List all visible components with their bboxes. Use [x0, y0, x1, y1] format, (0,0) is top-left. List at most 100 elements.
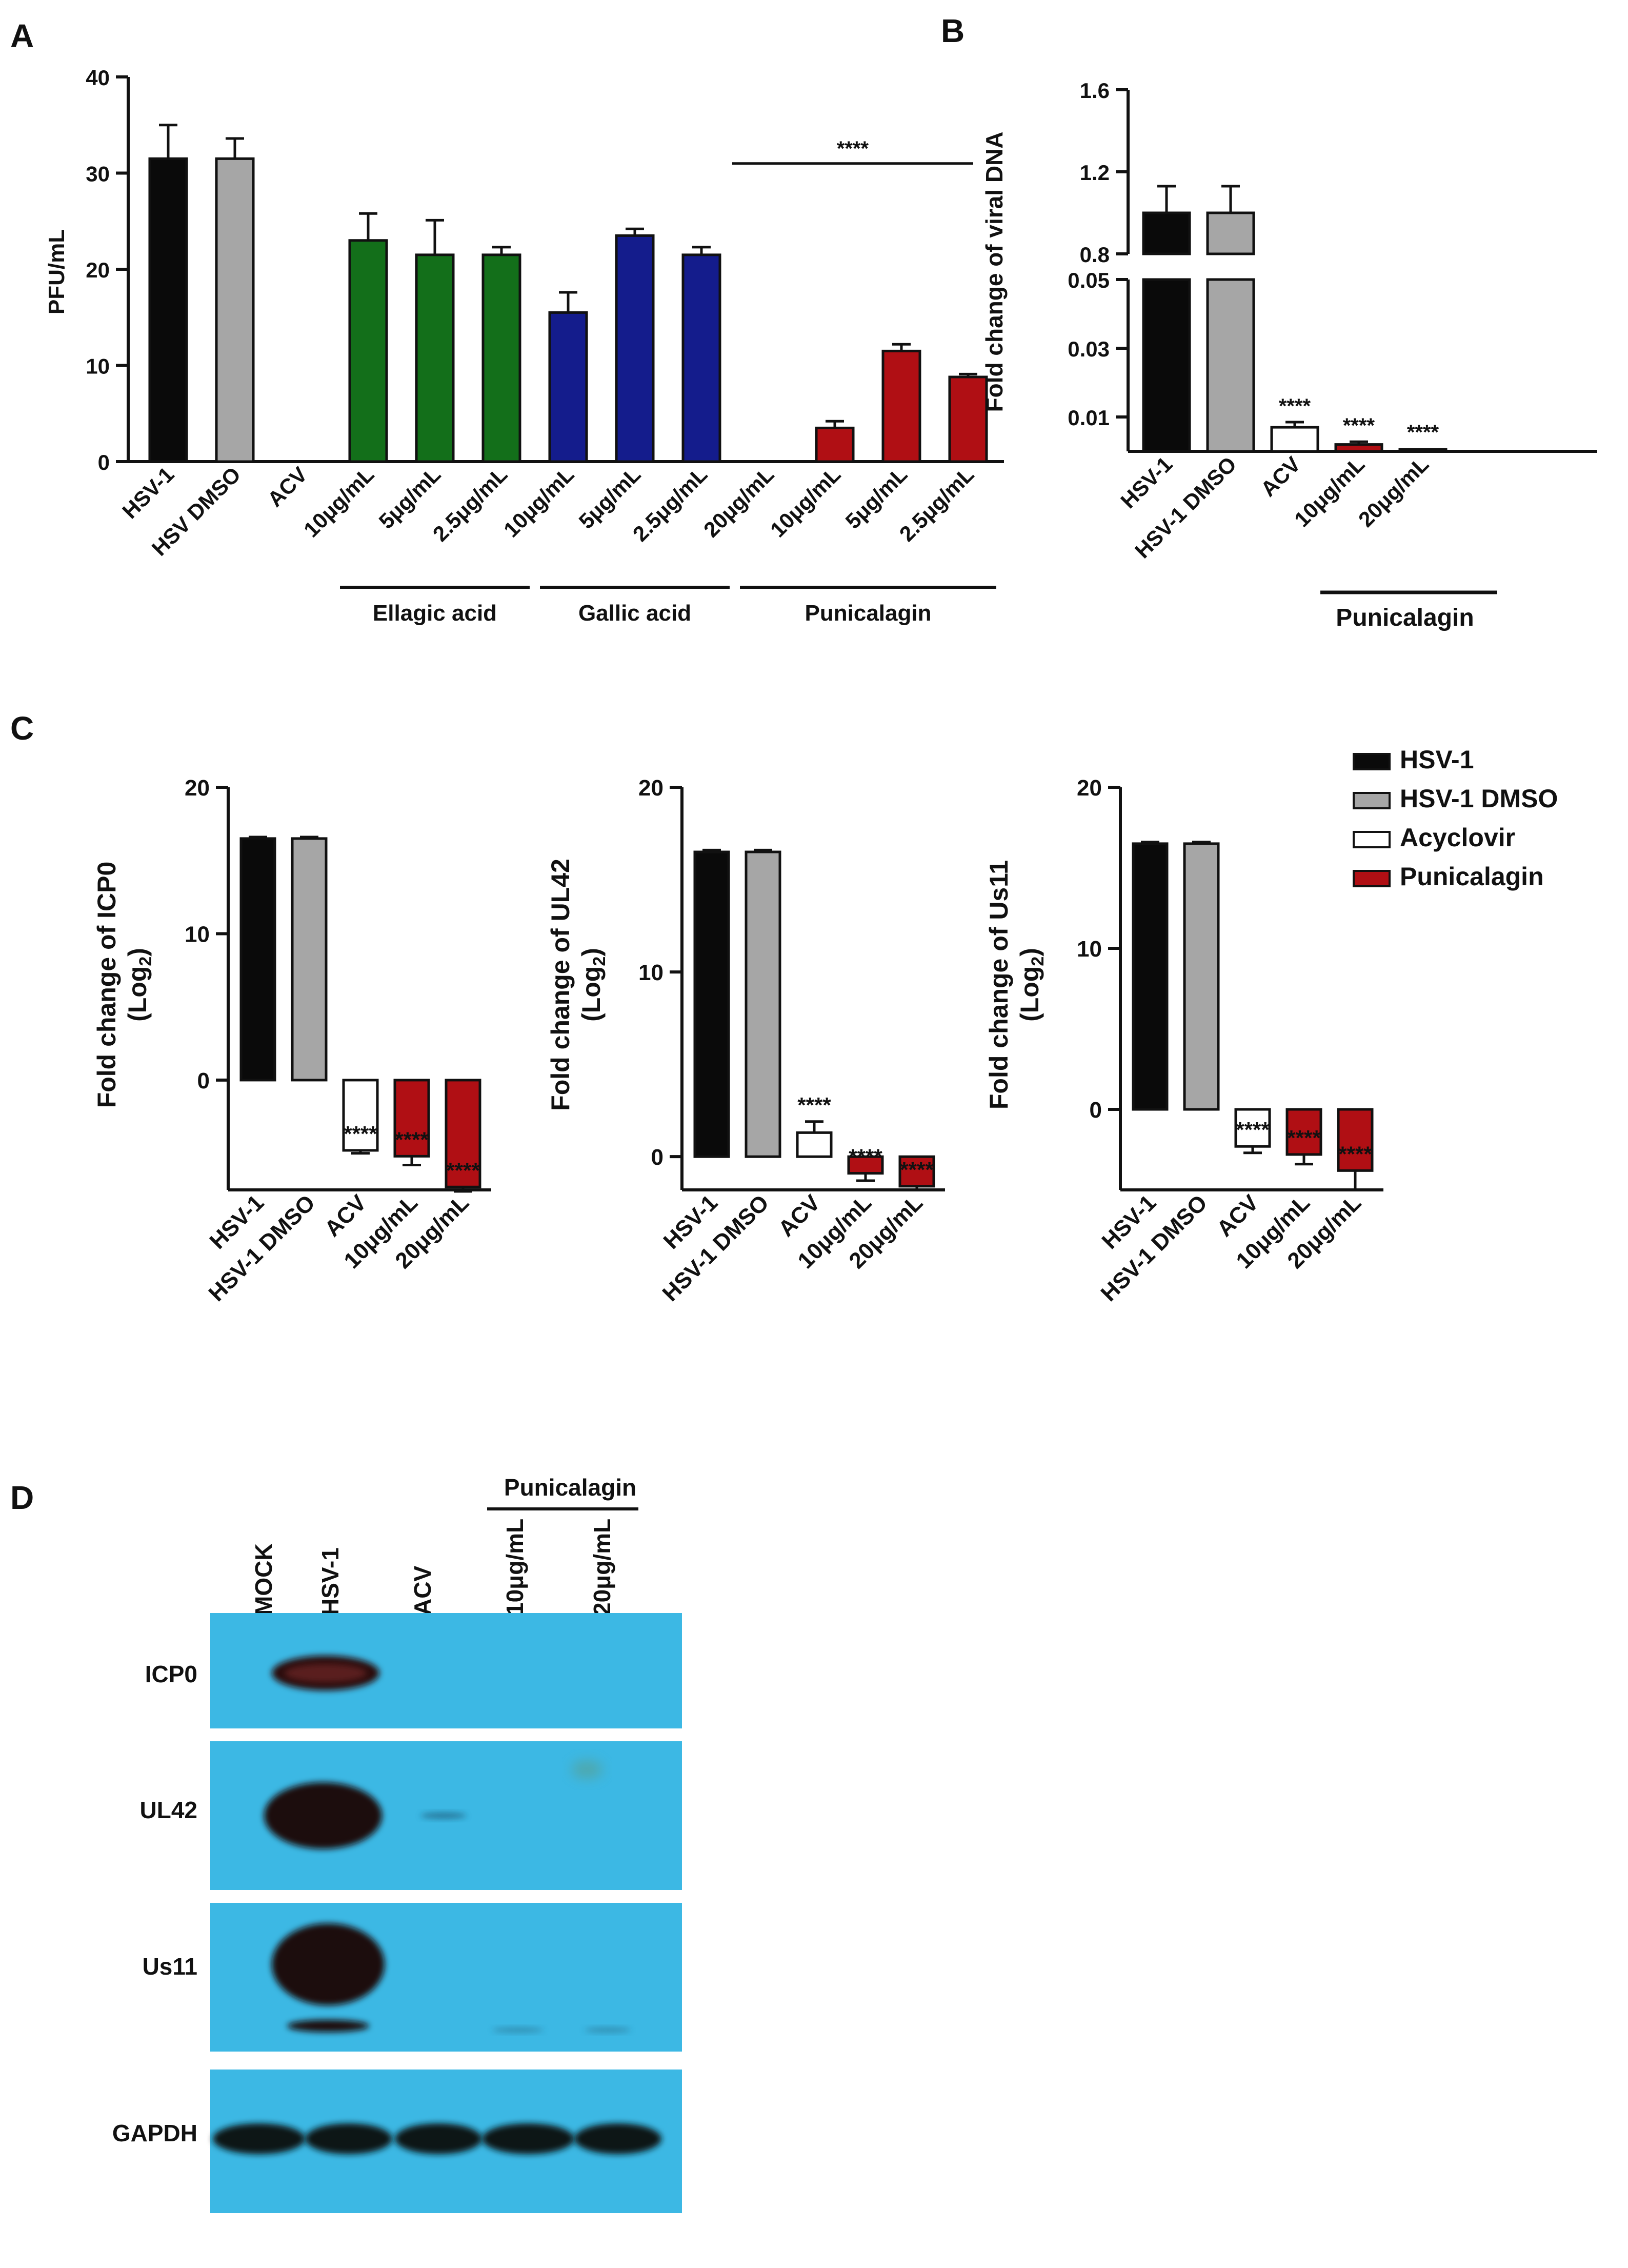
y-tick-label: 40 [86, 66, 110, 90]
y-axis-label-unit: (Log2) [1015, 948, 1048, 1022]
significance-mark: **** [797, 1093, 831, 1117]
y-tick-label: 20 [1077, 775, 1102, 801]
y-axis-label: Fold change of viral DNA [981, 132, 1008, 412]
blot-band-gapdh-hsv1 [305, 2123, 392, 2154]
blot-row-label-icp0: ICP0 [145, 1661, 197, 1687]
bar [215, 157, 255, 463]
bar [1270, 426, 1319, 453]
bar [548, 311, 588, 463]
bar [239, 837, 276, 1082]
bar [481, 253, 521, 463]
y-tick-label: 0 [1090, 1098, 1102, 1123]
y-tick-label: 0 [651, 1145, 664, 1170]
blot-band-gapdh-mock [213, 2123, 305, 2154]
y-axis-label-unit: (Log2) [123, 948, 155, 1022]
y-tick-label: 30 [86, 162, 110, 186]
group-label: Punicalagin [805, 601, 932, 626]
legend-label-hsv1-dmso: HSV-1 DMSO [1400, 784, 1558, 813]
bar [342, 1079, 379, 1152]
significance-mark: **** [1407, 421, 1439, 444]
group-label: Ellagic acid [373, 601, 497, 626]
y-tick-label: 20 [638, 775, 664, 801]
blot-band-ul42-20 [572, 1760, 602, 1779]
legend-swatch-acyclovir [1353, 831, 1391, 848]
blot-band-ul42-hsv1 [264, 1782, 382, 1849]
blot-band-gapdh-acv [395, 2123, 482, 2154]
y-tick-label: 0.05 [1068, 268, 1110, 292]
legend: HSV-1 HSV-1 DMSO Acyclovir Punicalagin [1353, 745, 1558, 891]
y-tick-label: 20 [185, 775, 210, 801]
bar [815, 426, 855, 463]
bar-lower [1206, 278, 1255, 453]
blot-row-label-us11: Us11 [143, 1953, 197, 1980]
blot-band-ul42-acv [420, 1813, 467, 1819]
bar [1337, 1108, 1374, 1172]
bar [615, 234, 655, 463]
blot-lane-label-20: 20μg/mL [589, 1519, 615, 1616]
bar-upper [1142, 211, 1191, 255]
significance-mark: **** [1338, 1142, 1372, 1166]
y-tick-label: 0.01 [1068, 406, 1110, 430]
bar [445, 1079, 481, 1188]
bar [693, 850, 730, 1158]
blot-lane-label-hsv1: HSV-1 [317, 1547, 344, 1616]
blot-row-label-gapdh: GAPDH [112, 2120, 197, 2146]
y-tick-label: 10 [638, 960, 664, 985]
legend-label-punicalagin: Punicalagin [1400, 862, 1544, 891]
legend-swatch-punicalagin [1353, 870, 1391, 887]
bar [796, 1131, 833, 1158]
blot-band-us11-hsv1 [272, 1923, 385, 2005]
significance-mark: **** [1343, 414, 1375, 437]
y-tick-label: 1.2 [1080, 161, 1110, 185]
bar-upper [1206, 211, 1255, 255]
y-tick-label: 0.03 [1068, 337, 1110, 361]
significance-mark: **** [900, 1158, 934, 1182]
x-tick-label: 10μg/mL [766, 462, 845, 542]
blot-band-us11-10 [492, 2027, 544, 2033]
bar [898, 1155, 935, 1188]
blot-lane-label-acv: ACV [409, 1566, 436, 1616]
blot-lane-label-mock: MOCK [250, 1543, 277, 1616]
legend-label-acyclovir: Acyclovir [1400, 823, 1515, 852]
significance-mark: **** [344, 1122, 377, 1146]
bar [1398, 448, 1448, 453]
y-tick-label: 0 [98, 450, 110, 474]
x-tick-label: 10μg/mL [499, 462, 578, 542]
y-tick-label: 1.6 [1080, 78, 1110, 103]
y-tick-label: 10 [1077, 937, 1102, 962]
significance-mark: **** [446, 1158, 480, 1182]
blot-group-label: Punicalagin [504, 1474, 636, 1501]
bar [745, 850, 781, 1158]
x-tick-label: 10μg/mL [1290, 452, 1369, 531]
bar [948, 375, 988, 463]
y-tick-label: 0 [197, 1068, 210, 1093]
panel-label-d: D [10, 1479, 34, 1516]
y-axis-label: Fold change of ICP0 [92, 862, 121, 1108]
blot-band-icp0-hsv1-core [285, 1664, 367, 1682]
blot-band-us11-20 [585, 2027, 631, 2033]
group-label: Gallic acid [578, 601, 691, 626]
western-blot: Punicalagin MOCK HSV-1 ACV 10μg/mL 20μg/… [112, 1474, 682, 2213]
y-tick-label: 10 [185, 922, 210, 947]
bar [1132, 842, 1169, 1111]
x-tick-label: 20μg/mL [699, 462, 778, 542]
panel-label-b: B [941, 12, 964, 49]
legend-swatch-hsv1 [1353, 753, 1391, 770]
y-tick-label: 10 [86, 354, 110, 379]
bar [1334, 443, 1383, 453]
x-tick-label: ACV [263, 462, 312, 511]
significance-mark: **** [1279, 395, 1311, 417]
significance-mark: **** [395, 1127, 429, 1151]
bar [681, 253, 721, 463]
y-axis-label: Fold change of Us11 [984, 860, 1013, 1109]
y-axis-label: PFU/mL [44, 229, 69, 314]
panel-label-c: C [10, 710, 34, 747]
y-tick-label: 0.8 [1080, 243, 1110, 267]
y-axis-label: Fold change of UL42 [546, 859, 575, 1111]
significance-mark: **** [1287, 1126, 1321, 1150]
